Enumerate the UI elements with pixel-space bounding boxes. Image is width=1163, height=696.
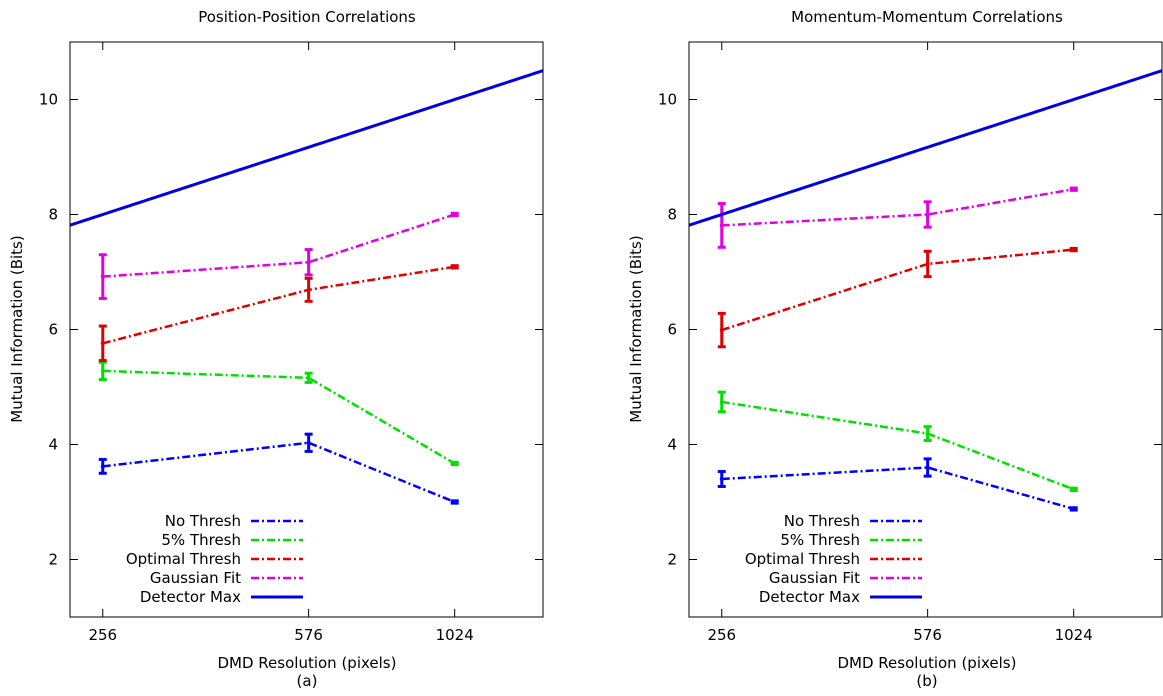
y-tick-label: 4 [48,436,58,454]
x-axis-label: DMD Resolution (pixels) [838,654,1017,672]
legend-item: Detector Max [140,588,303,606]
legend-label: Gaussian Fit [769,569,860,587]
y-tick-label: 6 [48,321,58,339]
legend-item: No Thresh [165,512,303,530]
series-line [102,369,456,465]
panel-label: (a) [297,672,318,690]
data-point [452,461,457,466]
series-5-thresh [98,360,459,467]
series-detector-max [689,69,1162,227]
plot-frame [688,41,1163,618]
data-point [925,465,930,470]
data-point [1071,506,1076,511]
x-axis-label: DMD Resolution (pixels) [218,654,397,672]
series-optimal-thresh [98,264,459,363]
data-point [306,375,311,380]
series-optimal-thresh [717,246,1078,349]
y-tick-label: 6 [667,321,677,339]
y-tick-label: 2 [667,551,677,569]
data-point [452,264,457,269]
panel-b: Momentum-Momentum Correlations Mutual In… [627,8,1163,690]
y-tick-label: 2 [48,551,58,569]
legend-label: Optimal Thresh [126,550,241,568]
y-tick-label: 8 [667,206,677,224]
series-line [721,248,1074,332]
x-tick-label: 1024 [436,626,474,644]
data-point [925,431,930,436]
y-axis-label: Mutual Information (Bits) [627,235,645,422]
x-tick-label: 576 [294,626,323,644]
plot-frame [69,41,544,618]
y-tick-label: 10 [39,91,58,109]
series-no-thresh [98,432,459,505]
legend-label: 5% Thresh [161,531,241,549]
data-point [1071,247,1076,252]
series-line [102,265,455,345]
data-point [100,464,105,469]
legend-label: Detector Max [759,588,860,606]
data-point [100,341,105,346]
legend-label: Gaussian Fit [150,569,241,587]
data-point [719,223,724,228]
y-tick-label: 4 [667,436,677,454]
x-tick-label: 256 [88,626,117,644]
data-point [452,500,457,504]
axis-ticks: 2 4 6 8 10 256 576 1024 [39,42,543,644]
data-point [452,212,457,217]
data-point [306,440,311,445]
data-point [306,287,311,292]
legend-item: Optimal Thresh [126,550,303,568]
legend-item: Gaussian Fit [150,569,303,587]
legend-item: Gaussian Fit [769,569,922,587]
legend-label: Optimal Thresh [745,550,860,568]
x-tick-label: 256 [707,626,736,644]
x-tick-label: 576 [913,626,942,644]
chart-title: Position-Position Correlations [198,8,416,26]
legend-label: Detector Max [140,588,241,606]
legend-item: 5% Thresh [780,531,922,549]
axis-ticks: 2 4 6 8 10 256 576 1024 [658,42,1162,644]
data-point [719,328,724,333]
legend-item: Detector Max [759,588,922,606]
x-tick-label: 1024 [1055,626,1093,644]
legend-label: No Thresh [784,512,860,530]
data-point [306,260,311,265]
data-point [1071,187,1076,192]
legend-label: No Thresh [165,512,241,530]
series-line [689,69,1162,227]
chart-title: Momentum-Momentum Correlations [791,8,1063,26]
legend-item: No Thresh [784,512,922,530]
series-no-thresh [717,457,1078,512]
legend-item: Optimal Thresh [745,550,922,568]
panel-a: Position-Position Correlations Mutual In… [8,8,544,690]
series-gaussian-fit [717,186,1078,249]
data-point [100,274,105,279]
data-point [925,261,930,266]
series-line [721,187,1074,227]
series-line [721,466,1075,511]
series-detector-max [70,69,543,227]
series-line [70,69,543,227]
plot-area [689,69,1162,512]
series-gaussian-fit [98,211,459,300]
y-axis-label: Mutual Information (Bits) [8,235,26,422]
series-line [102,441,456,504]
data-point [100,368,105,373]
data-point [719,477,724,481]
y-tick-label: 8 [48,206,58,224]
series-5-thresh [717,390,1078,492]
series-line [102,213,456,278]
data-point [719,399,724,404]
legend-item: 5% Thresh [161,531,303,549]
plot-area [70,69,543,505]
panel-label: (b) [916,672,937,690]
data-point [1071,487,1076,492]
data-point [925,212,930,217]
legend-label: 5% Thresh [780,531,860,549]
y-tick-label: 10 [658,91,677,109]
